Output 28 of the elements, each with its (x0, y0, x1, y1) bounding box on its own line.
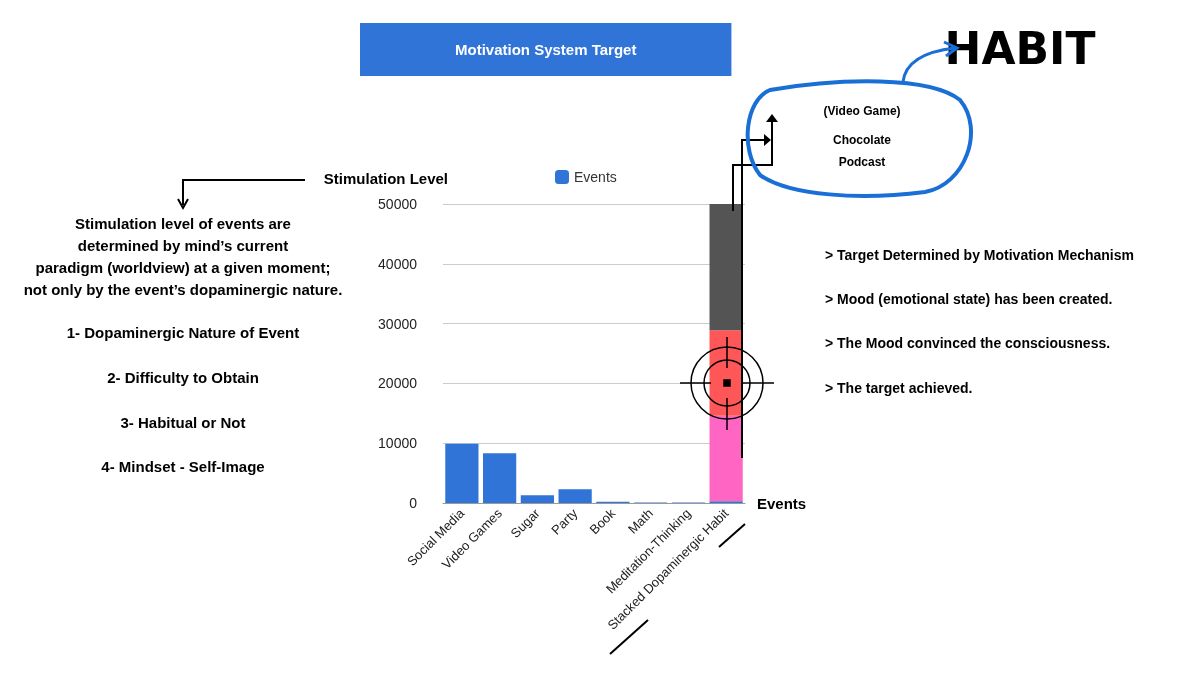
legend-label: Events (574, 169, 617, 185)
text: Stimulation level of events are determined by mind’s current paradigm (worldview) at a given moment; not only by the event’s dopaminergic nature. (23, 214, 343, 298)
text: 3- Habitual or Not (120, 413, 246, 431)
chart-title: Motivation System Target (455, 41, 637, 58)
y-tick-label: 40000 (378, 255, 418, 272)
bar (558, 489, 592, 503)
text: > The Mood convinced the consciousness. (825, 335, 1111, 351)
text: HABIT (944, 22, 1096, 74)
y-axis-title: Stimulation Level (323, 170, 448, 187)
x-axis-title: Events (757, 494, 807, 512)
bar (483, 453, 517, 503)
y-tick-label: 30000 (378, 315, 418, 332)
y-tick-label: 50000 (378, 196, 418, 212)
text: 4- Mindset - Self-Image (101, 457, 265, 475)
y-tick-label: 20000 (378, 375, 418, 392)
text: > Target Determined by Motivation Mechanism (825, 247, 1134, 263)
text: Podcast (838, 155, 886, 169)
y-tick-label: 0 (409, 495, 418, 511)
bar (445, 443, 479, 503)
text: > Mood (emotional state) has been created. (825, 291, 1113, 307)
text: > The target achieved. (825, 380, 973, 396)
text: (Video Game) (823, 104, 901, 118)
bar (520, 495, 554, 503)
text: 2- Difficulty to Obtain (107, 368, 259, 386)
y-tick-label: 10000 (378, 435, 418, 452)
text: Chocolate (832, 133, 892, 147)
bar (709, 415, 743, 502)
text: 1- Dopaminergic Nature of Event (66, 323, 300, 341)
